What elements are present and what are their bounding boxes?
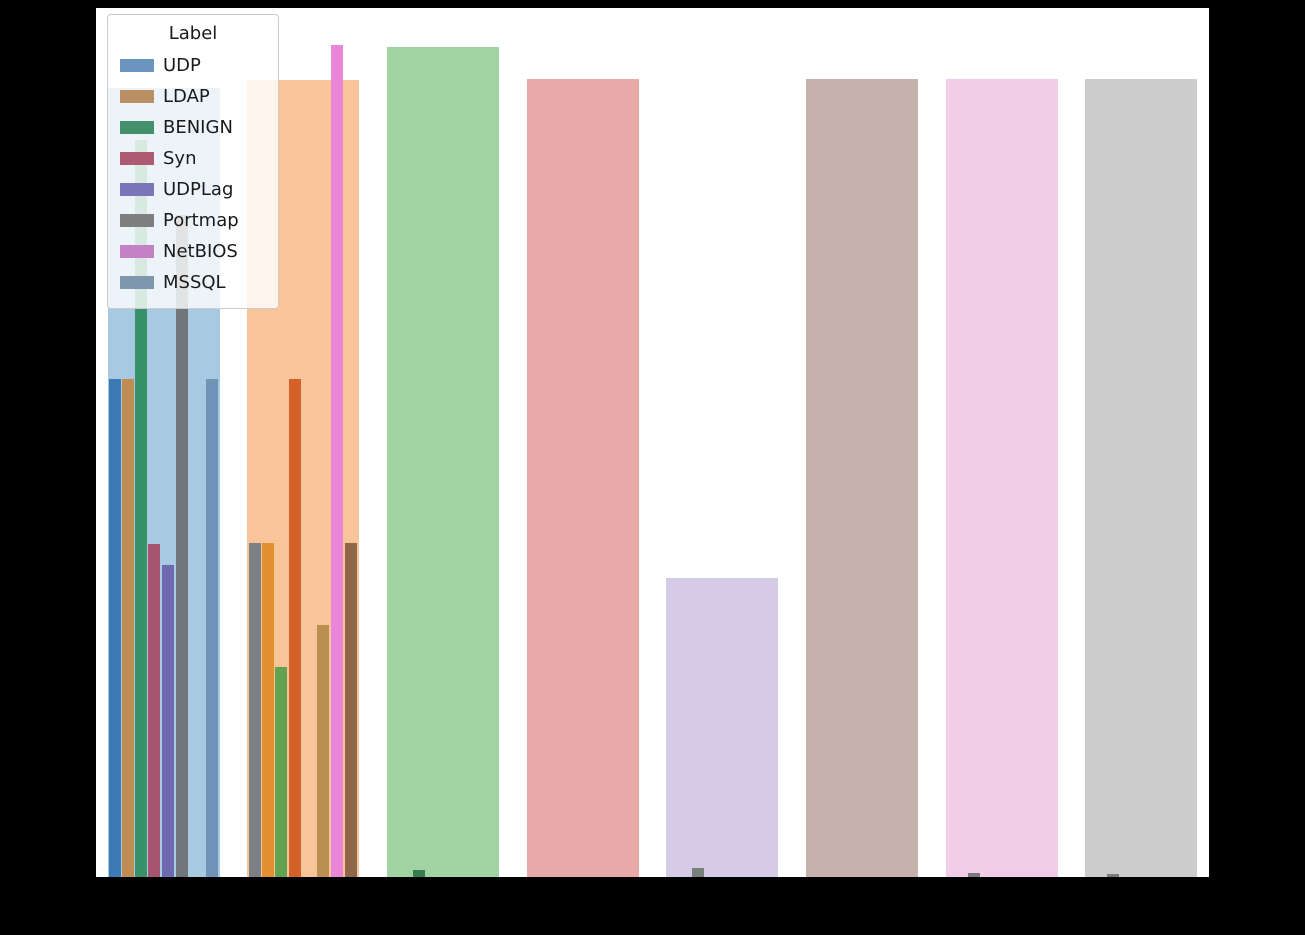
background-bar-MSSQL xyxy=(1085,79,1197,877)
legend-swatch-icon xyxy=(120,90,154,103)
legend-item-BENIGN: BENIGN xyxy=(120,112,266,143)
legend-item-MSSQL: MSSQL xyxy=(120,267,266,298)
sub-bar-UDP xyxy=(147,544,160,877)
legend-swatch-icon xyxy=(120,276,154,289)
legend-items: UDP LDAP BENIGN Syn UDPLag Portmap NetBIOS MSSQ… xyxy=(120,50,266,298)
sub-bar-LDAP xyxy=(317,625,330,877)
legend-item-Syn: Syn xyxy=(120,143,266,174)
sub-bar-UDP xyxy=(109,379,122,877)
legend-label: UDPLag xyxy=(163,179,234,200)
legend-swatch-icon xyxy=(120,59,154,72)
sub-bar-NetBIOS xyxy=(968,872,981,877)
legend-swatch-icon xyxy=(120,245,154,258)
legend-label: Syn xyxy=(163,148,197,169)
legend-item-UDP: UDP xyxy=(120,50,266,81)
legend-swatch-icon xyxy=(120,214,154,227)
legend-label: MSSQL xyxy=(163,272,226,293)
sub-bar-UDP xyxy=(134,140,147,877)
legend: Label UDP LDAP BENIGN Syn UDPLag Portmap NetBI… xyxy=(107,14,279,309)
sub-bar-LDAP xyxy=(274,666,287,877)
sub-bar-MSSQL xyxy=(1107,873,1120,877)
sub-bar-UDP xyxy=(162,565,175,877)
legend-swatch-icon xyxy=(120,121,154,134)
sub-bar-LDAP xyxy=(330,45,343,877)
legend-label: LDAP xyxy=(163,86,210,107)
legend-label: BENIGN xyxy=(163,117,233,138)
background-bar-UDPLag xyxy=(665,578,778,877)
sub-bar-UDP xyxy=(122,379,135,877)
bars-layer xyxy=(96,8,1209,877)
background-bar-NetBIOS xyxy=(945,79,1058,877)
background-bar-Syn xyxy=(526,79,639,877)
legend-item-LDAP: LDAP xyxy=(120,81,266,112)
sub-bar-LDAP xyxy=(344,543,357,877)
legend-label: NetBIOS xyxy=(163,241,238,262)
legend-swatch-icon xyxy=(120,183,154,196)
sub-bar-UDP xyxy=(176,214,189,877)
sub-bar-LDAP xyxy=(249,543,262,877)
legend-item-NetBIOS: NetBIOS xyxy=(120,236,266,267)
legend-item-UDPLag: UDPLag xyxy=(120,174,266,205)
background-bar-BENIGN xyxy=(387,47,499,877)
sub-bar-LDAP xyxy=(288,379,301,877)
background-bar-Portmap xyxy=(805,79,918,877)
sub-bar-LDAP xyxy=(261,543,274,877)
legend-label: UDP xyxy=(163,55,201,76)
legend-swatch-icon xyxy=(120,152,154,165)
sub-bar-BENIGN xyxy=(412,870,425,877)
legend-item-Portmap: Portmap xyxy=(120,205,266,236)
sub-bar-UDPLag xyxy=(692,868,705,877)
plot-area: Label UDP LDAP BENIGN Syn UDPLag Portmap NetBI… xyxy=(96,8,1209,877)
sub-bar-UDP xyxy=(205,379,218,877)
legend-title: Label xyxy=(168,23,218,44)
legend-label: Portmap xyxy=(163,210,239,231)
